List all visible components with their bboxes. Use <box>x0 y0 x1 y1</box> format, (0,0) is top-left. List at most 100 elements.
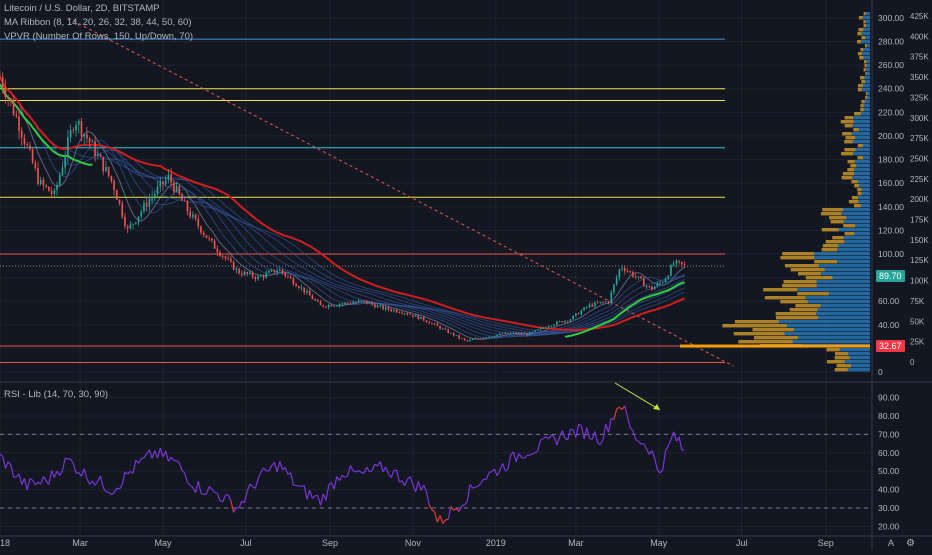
candle-body <box>328 305 330 307</box>
candle-body <box>102 157 104 171</box>
rsi-legend[interactable]: RSI - Lib (14, 70, 30, 90) <box>4 389 108 400</box>
rsi-line-segment <box>500 463 503 470</box>
rsi-line-segment <box>41 477 44 485</box>
vpvr-bar-down <box>845 136 855 139</box>
price-tick-label: 180.00 <box>878 155 904 165</box>
vpvr-bar-down <box>863 20 865 23</box>
rsi-line-segment <box>201 493 204 494</box>
candle-body <box>238 269 240 274</box>
candle-body <box>504 333 506 334</box>
candle-body <box>45 185 47 187</box>
vpvr-bar-down <box>841 120 854 123</box>
rsi-line-segment <box>424 485 427 492</box>
vpvr-bar-up <box>797 288 870 291</box>
candle-body <box>562 321 564 322</box>
candle-body <box>303 287 305 292</box>
candle-body <box>73 130 75 131</box>
vpvr-bar-up <box>816 312 870 315</box>
candle-body <box>10 99 12 102</box>
vpvr-bar-down <box>857 156 863 159</box>
rsi-line-segment <box>250 484 253 487</box>
price-tick-label: 300.00 <box>878 13 904 23</box>
symbol-title[interactable]: Litecoin / U.S. Dollar, 2D, BITSTAMP <box>4 3 160 14</box>
vpvr-bar-up <box>856 164 870 167</box>
candle-body <box>559 321 561 322</box>
vpvr-bar-up <box>855 136 870 139</box>
rsi-line-segment <box>348 466 351 476</box>
vpvr-bar-down <box>864 60 867 63</box>
x-tick-label: Mar <box>72 538 88 548</box>
vpvr-bar-up <box>867 96 870 99</box>
candle-body <box>355 302 357 303</box>
candle-body <box>477 338 479 339</box>
ma-ribbon-legend[interactable]: MA Ribbon (8, 14, 20, 26, 32, 38, 44, 50… <box>4 17 192 28</box>
vpvr-bar-down <box>734 332 785 335</box>
rsi-line-segment <box>443 520 446 524</box>
rsi-line-segment <box>206 487 209 494</box>
candle-body <box>195 214 197 218</box>
vpvr-bar-down <box>842 132 851 135</box>
rsi-line-segment <box>402 481 405 486</box>
candle-body <box>469 340 471 341</box>
volume-tick-label: 50K <box>910 317 925 326</box>
rsi-line-segment <box>671 432 674 440</box>
candle-body <box>629 271 631 272</box>
candle-body <box>385 307 387 309</box>
candle-body <box>648 286 650 287</box>
vpvr-bar-down <box>835 368 848 371</box>
candle-body <box>523 334 525 335</box>
candle-body <box>545 328 547 329</box>
volume-tick-label: 100K <box>910 277 929 286</box>
rsi-line-segment <box>101 476 104 488</box>
candle-body <box>263 276 265 278</box>
volume-tick-label: 125K <box>910 256 929 265</box>
vpvr-bar-down <box>860 76 864 79</box>
rsi-line-segment <box>73 463 76 473</box>
candle-body <box>627 271 629 272</box>
rsi-line-segment <box>340 475 343 480</box>
candle-body <box>339 304 341 306</box>
vpvr-legend[interactable]: VPVR (Number Of Rows, 150, Up/Down, 70) <box>4 31 193 42</box>
rsi-line-segment <box>334 477 337 490</box>
candle-body <box>673 264 675 266</box>
candle-body <box>502 334 504 335</box>
candle-body <box>426 320 428 322</box>
candle-body <box>249 273 251 274</box>
vpvr-bar-down <box>826 348 839 351</box>
rsi-line-segment <box>187 483 190 486</box>
volume-tick-label: 325K <box>910 93 929 102</box>
vpvr-bar-down <box>837 364 852 367</box>
rsi-line-segment <box>630 428 633 431</box>
rsi-line-segment <box>269 466 272 471</box>
vpvr-bar-up <box>859 184 870 187</box>
candle-body <box>21 131 23 138</box>
candle-body <box>399 312 401 313</box>
vpvr-bar-down <box>861 104 864 107</box>
vpvr-bar-down <box>780 300 808 303</box>
vpvr-bar-up <box>863 16 870 19</box>
vpvr-bar-up <box>865 36 870 39</box>
candle-body <box>567 321 569 322</box>
volume-tick-label: 225K <box>910 175 929 184</box>
candle-body <box>70 130 72 137</box>
candle-body <box>529 332 531 335</box>
candle-body <box>556 322 558 325</box>
candle-body <box>358 300 360 302</box>
volume-tick-label: 175K <box>910 216 929 225</box>
rsi-line-segment <box>57 471 60 475</box>
vpvr-bar-up <box>837 248 870 251</box>
rsi-line-segment <box>149 450 152 459</box>
rsi-line-segment <box>196 481 199 492</box>
rsi-line-segment <box>522 457 525 458</box>
rsi-line-segment <box>543 437 546 439</box>
candle-body <box>130 225 132 229</box>
vpvr-bar-down <box>826 240 844 243</box>
price-tick-label: 120.00 <box>878 225 904 235</box>
rsi-line-segment <box>470 485 473 489</box>
rsi-line-segment <box>524 455 527 458</box>
candle-body <box>143 203 145 212</box>
rsi-line-segment <box>177 461 180 463</box>
rsi-line-segment <box>155 451 158 459</box>
